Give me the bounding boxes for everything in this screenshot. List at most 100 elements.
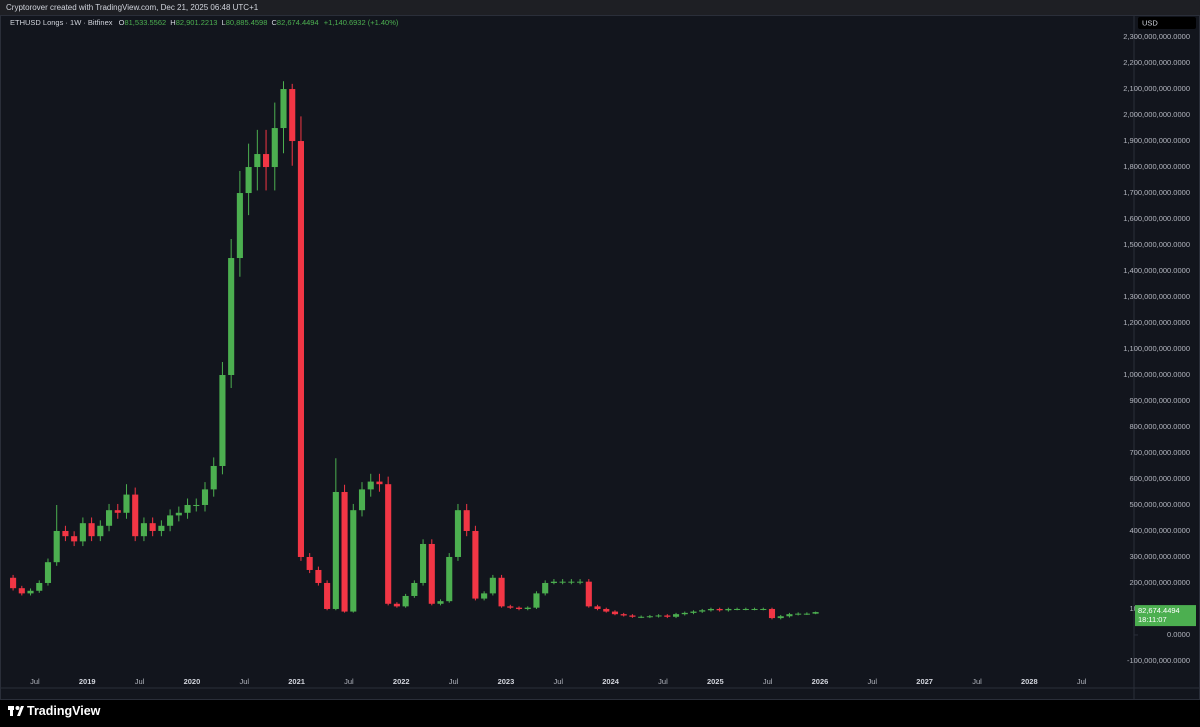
candle-body bbox=[105, 510, 113, 526]
symbol: ETHUSD Longs · 1W · Bitfinex bbox=[10, 18, 113, 27]
candle-body bbox=[376, 481, 383, 485]
candle-body bbox=[498, 577, 505, 607]
ohlc-key: L bbox=[222, 18, 226, 27]
candle-body bbox=[812, 612, 819, 614]
candle-body bbox=[140, 523, 147, 537]
x-tick-label: 2028 bbox=[1021, 677, 1038, 686]
candle-body bbox=[385, 484, 392, 604]
last-price-box bbox=[1135, 605, 1196, 627]
candle-body bbox=[734, 608, 741, 610]
y-tick-label: 0.0000 bbox=[1167, 630, 1190, 639]
candle-body bbox=[210, 465, 217, 490]
candle-body bbox=[132, 494, 139, 537]
y-tick-label: 1,900,000,000.0000 bbox=[1123, 136, 1190, 145]
candle-body bbox=[263, 154, 270, 168]
candle-body bbox=[620, 614, 627, 616]
candle-body bbox=[699, 610, 706, 612]
candle-body bbox=[193, 504, 200, 506]
candle-body bbox=[167, 515, 174, 526]
last-price-label: 82,674.4494 bbox=[1138, 606, 1180, 615]
candle-body bbox=[97, 525, 104, 537]
currency-box bbox=[1138, 17, 1196, 29]
y-tick-label: 800,000,000.0000 bbox=[1130, 422, 1190, 431]
ohlc-key: H bbox=[170, 18, 175, 27]
candle-body bbox=[123, 494, 130, 513]
x-tick-label: Jul bbox=[449, 677, 459, 686]
candle-body bbox=[603, 608, 610, 612]
y-tick-label: 1,500,000,000.0000 bbox=[1123, 240, 1190, 249]
candle-body bbox=[184, 504, 191, 513]
candle-body bbox=[611, 611, 619, 615]
candle-body bbox=[725, 608, 732, 611]
author-line: Cryptorover created with TradingView.com… bbox=[6, 3, 259, 12]
x-tick-label: 2027 bbox=[916, 677, 933, 686]
candle-body bbox=[716, 608, 723, 611]
candle-body bbox=[350, 510, 357, 612]
x-tick-label: Jul bbox=[1077, 677, 1087, 686]
candle-body bbox=[760, 608, 767, 610]
x-tick-label: 2023 bbox=[498, 677, 515, 686]
y-tick-label: 1,800,000,000.0000 bbox=[1123, 162, 1190, 171]
candle-body bbox=[707, 608, 714, 611]
y-tick-label: 1,400,000,000.0000 bbox=[1123, 266, 1190, 275]
candle-body bbox=[36, 582, 43, 591]
candle-body bbox=[795, 613, 802, 615]
candle-body bbox=[254, 154, 261, 168]
candle-body bbox=[306, 556, 313, 570]
candle-body bbox=[44, 562, 52, 583]
brand: TradingView bbox=[27, 704, 101, 718]
candle-body bbox=[515, 607, 523, 609]
ohlc-value: 82,674.4494 bbox=[277, 18, 319, 27]
candle-body bbox=[71, 536, 78, 542]
x-tick-label: Jul bbox=[30, 677, 40, 686]
y-tick-label: 1,200,000,000.0000 bbox=[1123, 318, 1190, 327]
x-tick-label: Jul bbox=[763, 677, 773, 686]
y-tick-label: 600,000,000.0000 bbox=[1130, 474, 1190, 483]
x-tick-label: 2024 bbox=[602, 677, 620, 686]
top-bar bbox=[0, 0, 1200, 15]
candle-body bbox=[236, 193, 243, 259]
candle-body bbox=[454, 510, 462, 557]
x-tick-label: Jul bbox=[658, 677, 668, 686]
candle-body bbox=[559, 581, 566, 583]
y-tick-label: 400,000,000.0000 bbox=[1130, 526, 1190, 535]
y-tick-label: 1,600,000,000.0000 bbox=[1123, 214, 1190, 223]
countdown: 18:11:07 bbox=[1138, 615, 1167, 624]
candle-body bbox=[332, 491, 339, 609]
candle-body bbox=[533, 593, 540, 608]
y-tick-label: 700,000,000.0000 bbox=[1130, 448, 1190, 457]
candle-body bbox=[594, 606, 601, 609]
candle-body bbox=[437, 601, 444, 604]
x-tick-label: Jul bbox=[972, 677, 982, 686]
candle-body bbox=[402, 595, 409, 607]
candle-body bbox=[201, 489, 209, 505]
currency: USD bbox=[1142, 18, 1158, 27]
candle-body bbox=[228, 258, 235, 376]
x-tick-label: Jul bbox=[553, 677, 563, 686]
brand-logo bbox=[8, 706, 24, 716]
candle-body bbox=[149, 523, 156, 531]
change: +1,140.6932 (+1.40%) bbox=[324, 18, 399, 27]
candle-body bbox=[664, 615, 671, 617]
x-tick-label: 2022 bbox=[393, 677, 410, 686]
candle-body bbox=[62, 530, 69, 537]
x-tick-label: Jul bbox=[239, 677, 249, 686]
candle-body bbox=[219, 375, 226, 466]
x-tick-label: 2021 bbox=[288, 677, 305, 686]
candle-body bbox=[489, 577, 496, 594]
candle-body bbox=[768, 608, 776, 619]
ohlc-value: 82,901.2213 bbox=[176, 18, 218, 27]
candle-body bbox=[27, 590, 34, 594]
y-tick-label: 2,100,000,000.0000 bbox=[1123, 84, 1190, 93]
chart-background bbox=[0, 15, 1200, 700]
candle-body bbox=[507, 606, 514, 608]
x-tick-label: Jul bbox=[135, 677, 145, 686]
candle-body bbox=[341, 491, 348, 612]
candle-body bbox=[324, 582, 331, 609]
ohlc-key: O bbox=[119, 18, 125, 27]
candle-body bbox=[742, 608, 749, 610]
y-tick-label: 2,000,000,000.0000 bbox=[1123, 110, 1190, 119]
candle-body bbox=[88, 523, 95, 537]
candle-body bbox=[690, 611, 697, 613]
